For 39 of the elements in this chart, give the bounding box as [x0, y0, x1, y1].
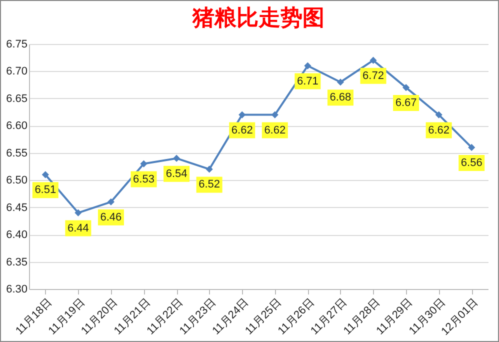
point [304, 62, 312, 70]
data-label: 6.51 [34, 184, 56, 196]
point [107, 198, 114, 206]
data-label: 6.62 [264, 124, 286, 136]
data-label: 6.68 [330, 92, 352, 104]
chart-title: 猪粮比走势图 [192, 5, 324, 30]
data-label: 6.72 [362, 70, 384, 82]
data-label: 6.67 [395, 97, 417, 110]
data-label: 6.53 [133, 173, 154, 186]
data-label: 6.62 [428, 124, 450, 136]
y-tick-label: 6.45 [6, 202, 28, 214]
y-tick-label: 6.55 [6, 147, 28, 160]
data-label: 6.62 [231, 124, 253, 136]
data-label: 6.46 [100, 211, 122, 224]
point [42, 171, 49, 178]
point [140, 160, 148, 168]
point [74, 209, 82, 216]
y-tick-label: 6.50 [6, 174, 28, 187]
point [173, 154, 180, 162]
data-label: 6.56 [460, 156, 482, 169]
y-tick-label: 6.35 [6, 256, 28, 268]
point [435, 111, 442, 118]
y-tick-label: 6.40 [6, 229, 28, 242]
point [206, 166, 213, 173]
data-label: 6.54 [166, 168, 188, 180]
point [336, 78, 344, 86]
point [468, 144, 476, 151]
y-tick-label: 6.70 [6, 66, 28, 78]
point [271, 111, 278, 118]
data-label: 6.52 [198, 178, 220, 191]
y-tick-label: 6.65 [6, 92, 28, 105]
point [238, 111, 246, 118]
point [370, 56, 377, 64]
y-tick-label: 6.30 [6, 284, 28, 296]
point [402, 84, 410, 92]
y-tick-label: 6.60 [6, 120, 28, 132]
y-tick-label: 6.75 [6, 38, 28, 50]
data-label: 6.44 [67, 222, 89, 234]
data-label: 6.71 [296, 75, 318, 88]
